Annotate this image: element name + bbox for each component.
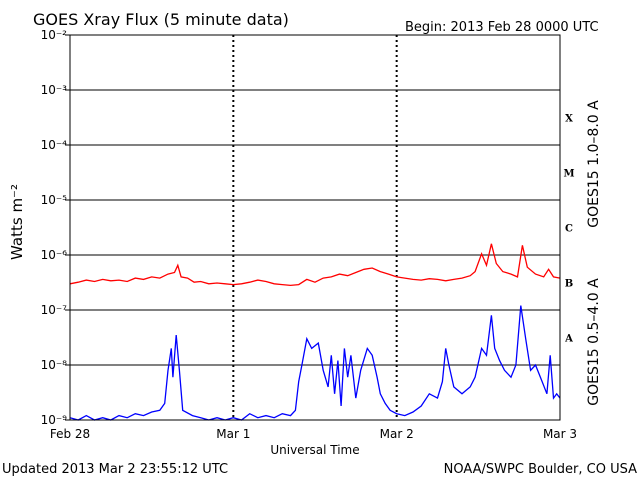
flare-class-label: X — [565, 114, 573, 125]
x-tick-label: Feb 28 — [50, 427, 90, 441]
x-axis: Feb 28 Mar 1 Mar 2 Mar 3 — [50, 427, 577, 441]
y-tick-label: 10⁻² — [41, 28, 68, 42]
y-tick-label: 10⁻³ — [41, 83, 68, 97]
x-axis-label: Universal Time — [270, 443, 359, 457]
y-tick-label: 10⁻⁷ — [41, 303, 68, 317]
y-axis-label: Watts m⁻² — [8, 184, 26, 260]
gridlines — [70, 35, 560, 420]
y-tick-label: 10⁻⁹ — [41, 413, 68, 427]
series-line-long — [69, 243, 561, 287]
series-line-short — [69, 305, 561, 421]
legend-long-channel: GOES15 1.0–8.0 A — [586, 100, 602, 228]
y-axis: 10⁻⁹ 10⁻⁸ 10⁻⁷ 10⁻⁶ 10⁻⁵ 10⁻⁴ 10⁻³ 10⁻² — [41, 28, 70, 427]
series-layer — [69, 243, 561, 421]
legend-short-channel: GOES15 0.5–4.0 A — [586, 278, 602, 406]
x-tick-label: Mar 1 — [216, 427, 250, 441]
updated-time: Updated 2013 Mar 2 23:55:12 UTC — [2, 462, 228, 477]
x-tick-label: Mar 2 — [380, 427, 414, 441]
y-tick-label: 10⁻⁶ — [41, 248, 68, 262]
chart-title: GOES Xray Flux (5 minute data) — [33, 10, 289, 29]
credit: NOAA/SWPC Boulder, CO USA — [444, 462, 637, 477]
plot-frame — [69, 34, 561, 421]
flare-class-label: C — [565, 224, 573, 235]
flare-class-label: A — [564, 334, 573, 345]
flare-class-label: M — [563, 169, 574, 180]
x-tick-label: Mar 3 — [543, 427, 577, 441]
y-tick-label: 10⁻⁸ — [41, 358, 68, 372]
flare-class-labels: A B C M X — [563, 114, 574, 345]
flare-class-label: B — [565, 279, 573, 290]
begin-time: Begin: 2013 Feb 28 0000 UTC — [405, 20, 599, 35]
y-tick-label: 10⁻⁵ — [41, 193, 68, 207]
y-tick-label: 10⁻⁴ — [41, 138, 68, 152]
